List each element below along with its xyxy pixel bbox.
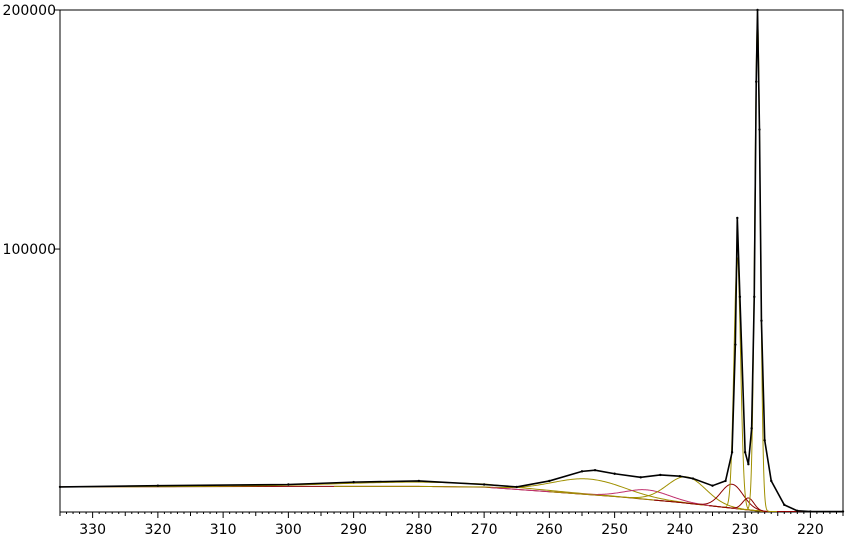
y-axis: 100000 200000 [3, 3, 60, 258]
data-point [659, 473, 662, 477]
data-point [730, 451, 734, 454]
data-point [515, 485, 518, 489]
data-point [639, 476, 642, 479]
data-point [753, 295, 756, 299]
data-point [482, 483, 486, 486]
data-point [417, 479, 421, 483]
series-layer [58, 8, 845, 513]
data-point [580, 470, 584, 473]
data-point [756, 8, 759, 12]
data-point [287, 483, 290, 486]
x-tick-label: 220 [797, 522, 824, 538]
x-tick-label: 270 [471, 522, 498, 538]
x-tick-label: 330 [79, 522, 106, 538]
y-tick-label: 200000 [3, 3, 56, 19]
x-tick-label: 260 [536, 522, 563, 538]
data-point [770, 479, 773, 483]
x-axis: 330 320 310 300 290 280 270 260 250 240 230 220 [59, 512, 844, 538]
y-tick-label: 100000 [3, 242, 56, 258]
data-point [691, 477, 695, 480]
data-point [763, 439, 766, 442]
data-point [613, 472, 616, 475]
data-point [678, 474, 682, 478]
x-tick-label: 320 [145, 522, 172, 538]
plot-frame [59, 9, 844, 513]
data-point [724, 479, 727, 483]
data-point [755, 80, 758, 83]
data-point [747, 462, 750, 466]
data-point [548, 479, 551, 483]
x-tick-label: 280 [406, 522, 433, 538]
x-tick-label: 290 [340, 522, 367, 538]
data-point [743, 451, 747, 454]
x-tick-label: 250 [601, 522, 628, 538]
data-point [796, 509, 799, 512]
data-point [738, 295, 742, 299]
x-tick-label: 310 [210, 522, 237, 538]
data-point [734, 343, 737, 346]
data-point [593, 468, 597, 472]
data-point [750, 427, 753, 430]
data-point [58, 485, 62, 489]
x-tick-label: 230 [732, 522, 759, 538]
data-point [758, 128, 761, 131]
data-point [711, 484, 714, 487]
x-tick-label: 300 [275, 522, 302, 538]
data-point [760, 319, 763, 322]
data-point [736, 216, 739, 220]
data-point [809, 510, 812, 513]
data-point [352, 480, 355, 484]
data-point [156, 484, 160, 487]
data-point [841, 510, 845, 513]
x-tick-label: 240 [667, 522, 694, 538]
data-point [783, 503, 786, 507]
